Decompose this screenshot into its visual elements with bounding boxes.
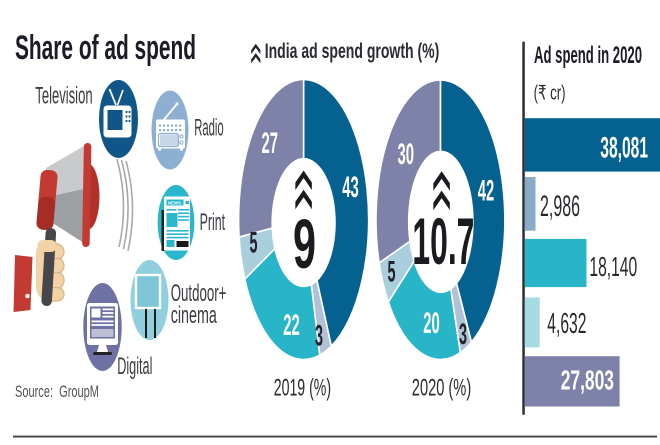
svg-text:Source: GroupM: Source: GroupM xyxy=(15,382,99,401)
svg-text:Radio: Radio xyxy=(194,115,224,142)
svg-text:Ad spend in 2020: Ad spend in 2020 xyxy=(534,42,642,69)
svg-text:5: 5 xyxy=(250,227,258,260)
svg-text:27: 27 xyxy=(262,127,279,160)
svg-text:NEWS: NEWS xyxy=(168,201,181,206)
svg-text:India ad spend growth (%): India ad spend growth (%) xyxy=(265,39,440,63)
svg-text:27,803: 27,803 xyxy=(561,364,614,395)
svg-text:2020 (%): 2020 (%) xyxy=(412,375,471,402)
svg-text:9: 9 xyxy=(293,205,316,283)
svg-text:Television: Television xyxy=(35,83,92,110)
svg-text:Outdoor+: Outdoor+ xyxy=(171,280,227,307)
svg-text:4,632: 4,632 xyxy=(547,308,586,340)
svg-text:3: 3 xyxy=(459,318,467,351)
svg-text:42: 42 xyxy=(478,175,495,208)
svg-text:43: 43 xyxy=(342,171,359,204)
svg-text:22: 22 xyxy=(283,309,300,342)
svg-text:Share of ad spend: Share of ad spend xyxy=(15,29,196,67)
svg-text:38,081: 38,081 xyxy=(600,132,648,165)
svg-text:2,986: 2,986 xyxy=(540,190,580,223)
svg-text:20: 20 xyxy=(423,307,440,340)
svg-text:18,140: 18,140 xyxy=(589,251,637,282)
svg-text:10.7: 10.7 xyxy=(412,204,474,278)
svg-text:Print: Print xyxy=(200,209,226,236)
svg-text:cinema: cinema xyxy=(171,302,218,329)
svg-text:3: 3 xyxy=(315,320,323,353)
svg-text:Digital: Digital xyxy=(117,353,152,380)
svg-text:5: 5 xyxy=(388,256,396,289)
svg-text:(₹ cr): (₹ cr) xyxy=(534,83,566,105)
svg-text:30: 30 xyxy=(398,138,415,171)
svg-text:2019 (%): 2019 (%) xyxy=(274,375,331,402)
